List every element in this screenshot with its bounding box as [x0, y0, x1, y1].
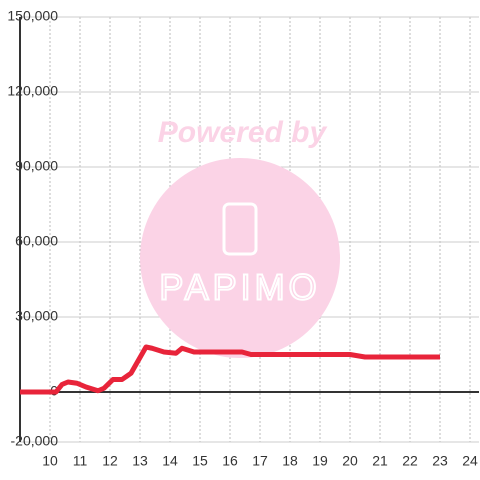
watermark-phone	[222, 202, 258, 256]
y-tick-label: 90,000	[15, 158, 58, 174]
watermark-text: Powered by	[158, 116, 328, 149]
x-tick-label: 18	[282, 453, 298, 469]
x-tick-label: 21	[372, 453, 388, 469]
x-tick-label: 19	[312, 453, 328, 469]
watermark-logo: PAPIMO	[159, 267, 320, 308]
y-tick-label: -20,000	[11, 433, 59, 449]
y-tick-label: 30,000	[15, 308, 58, 324]
x-tick-label: 12	[102, 453, 118, 469]
y-tick-label: 120,000	[7, 83, 58, 99]
x-tick-label: 20	[342, 453, 358, 469]
y-tick-label: 60,000	[15, 233, 58, 249]
x-tick-label: 10	[42, 453, 58, 469]
x-tick-label: 17	[252, 453, 268, 469]
x-tick-label: 15	[192, 453, 208, 469]
x-tick-label: 23	[432, 453, 448, 469]
x-tick-label: 14	[162, 453, 178, 469]
data-line	[20, 344, 440, 395]
watermark: Powered by PAPIMO	[140, 116, 340, 358]
watermark-circle	[140, 158, 340, 358]
x-tick-label: 24	[462, 453, 478, 469]
x-tick-label: 13	[132, 453, 148, 469]
y-tick-label: 150,000	[7, 8, 58, 24]
x-tick-label: 22	[402, 453, 418, 469]
x-tick-label: 11	[73, 453, 88, 469]
x-tick-label: 16	[222, 453, 238, 469]
